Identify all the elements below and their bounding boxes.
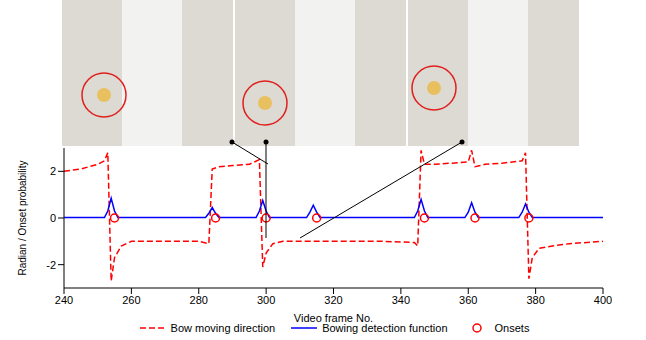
html-text:Bowing detection function: Bowing detection function [322, 322, 448, 334]
svg-text:320: 320 [324, 294, 342, 306]
svg-text:2: 2 [50, 165, 56, 177]
svg-text:380: 380 [526, 294, 544, 306]
svg-text:Video frame No.: Video frame No. [293, 312, 374, 324]
svg-text:Radian / Onset probability: Radian / Onset probability [17, 160, 28, 275]
svg-text:-2: -2 [46, 259, 56, 271]
svg-text:280: 280 [190, 294, 208, 306]
svg-text:340: 340 [392, 294, 410, 306]
svg-text:300: 300 [257, 294, 275, 306]
svg-text:0: 0 [50, 212, 56, 224]
html-text:Bow moving direction: Bow moving direction [170, 322, 276, 334]
svg-text:360: 360 [459, 294, 477, 306]
svg-text:260: 260 [122, 294, 140, 306]
html-text:Onsets: Onsets [494, 322, 530, 334]
svg-text:240: 240 [55, 294, 73, 306]
svg-text:400: 400 [594, 294, 612, 306]
